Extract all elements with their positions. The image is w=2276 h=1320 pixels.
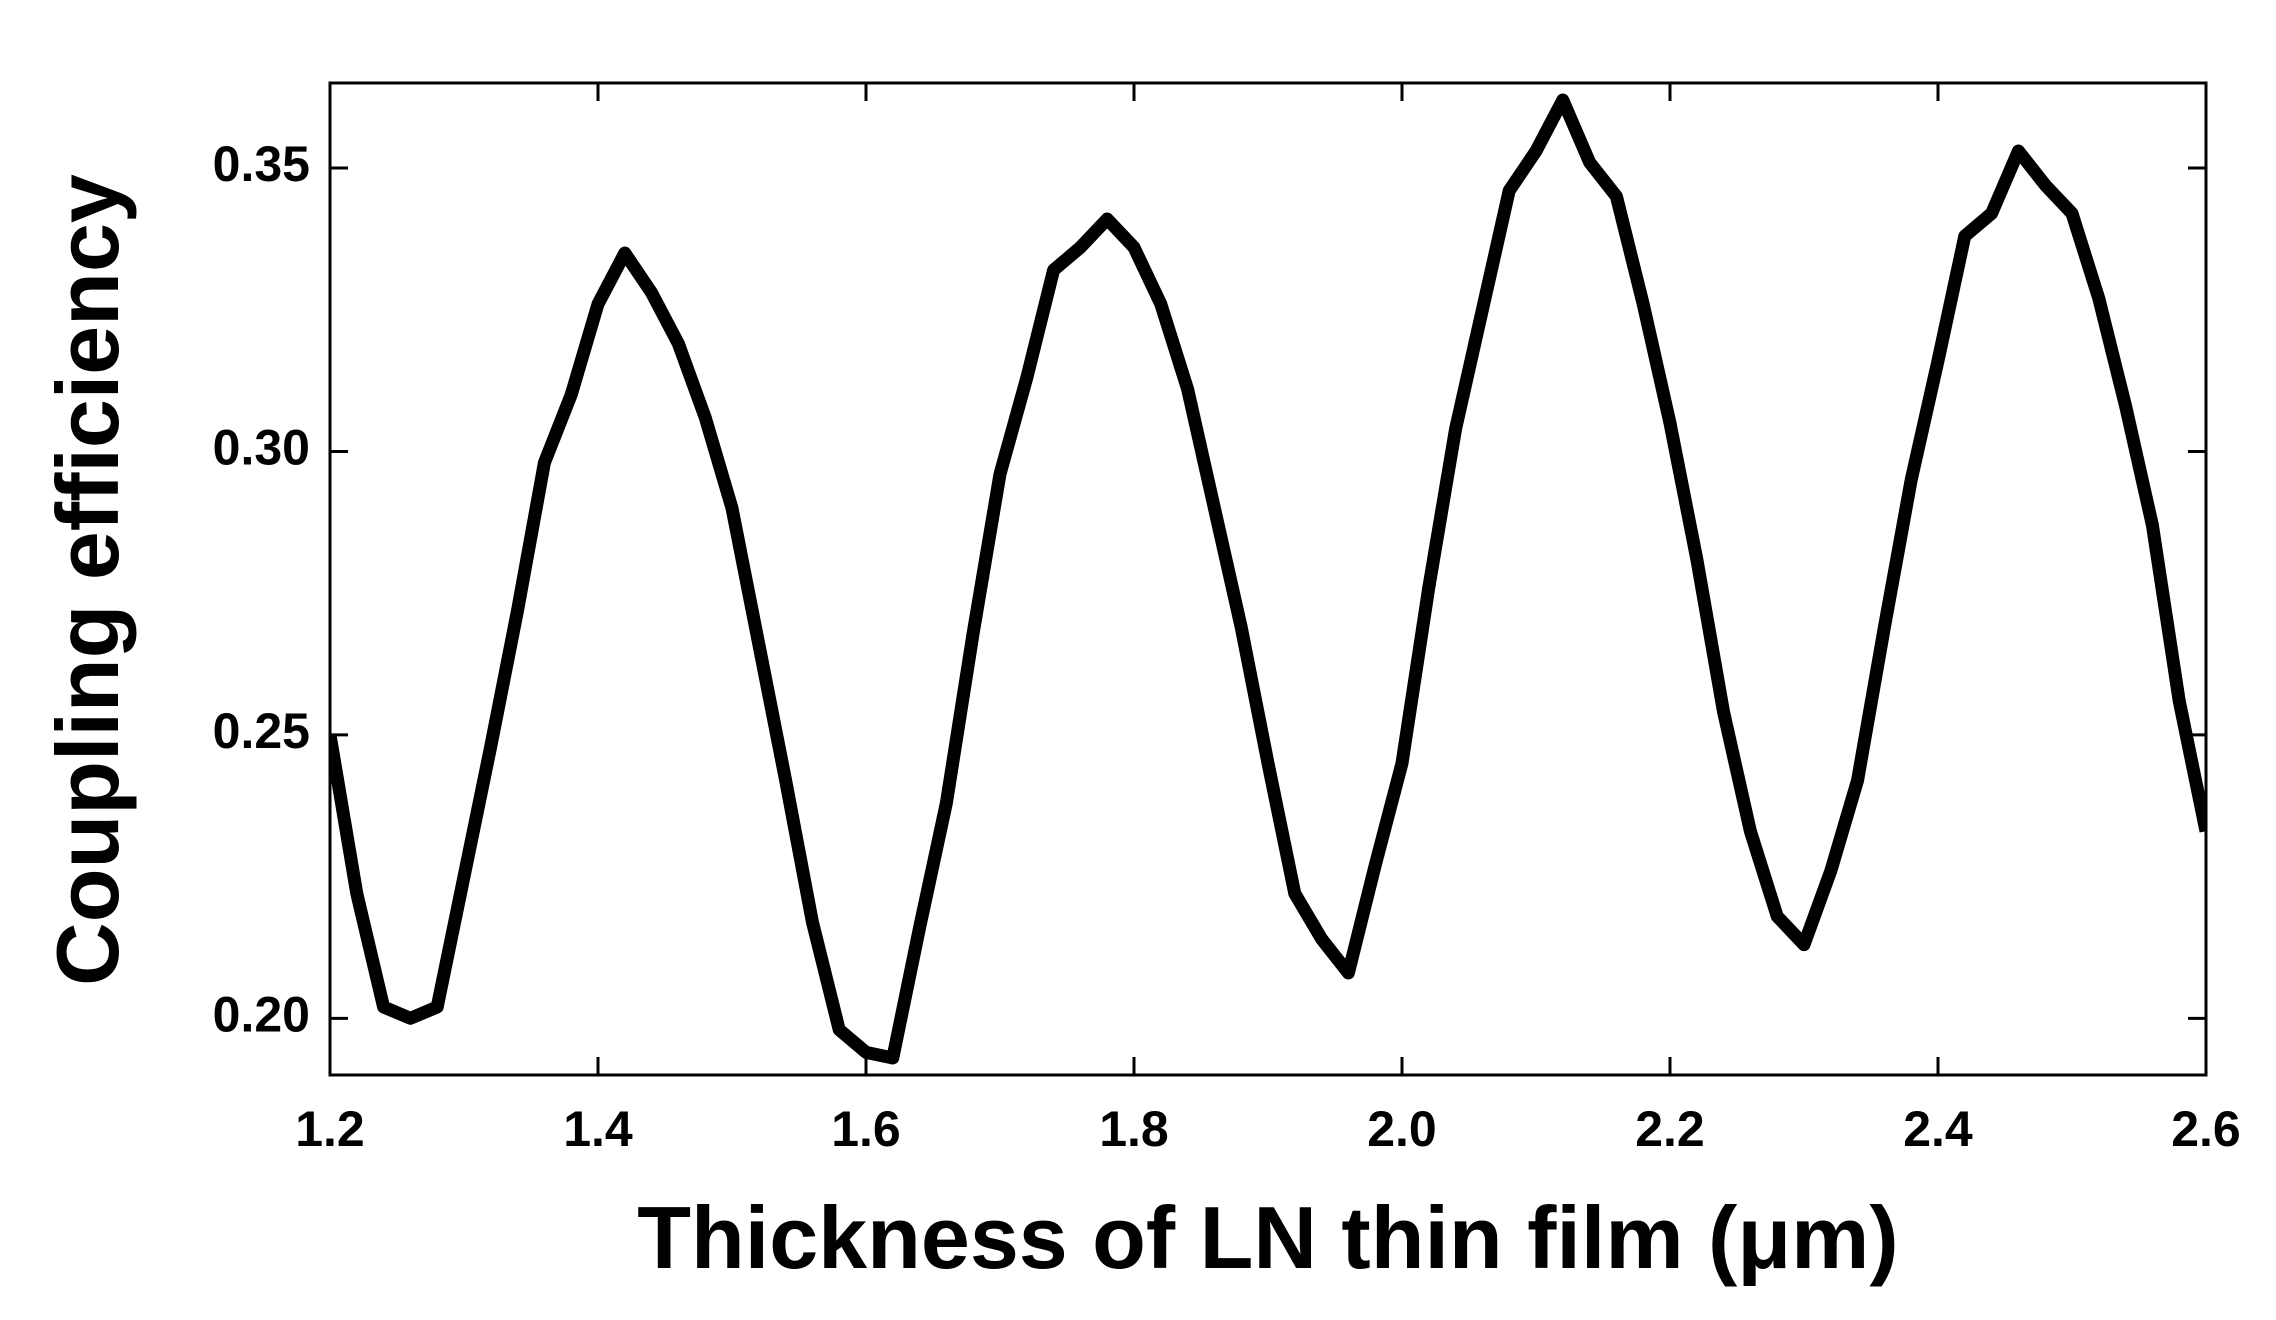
- data-line: [330, 93, 2206, 1065]
- y-tick-label: 0.30: [213, 420, 310, 476]
- y-axis-title: Coupling efficiency: [38, 174, 137, 986]
- x-tick-label: 1.4: [563, 1101, 633, 1157]
- y-tick-label: 0.35: [213, 136, 310, 192]
- x-tick-label: 2.0: [1367, 1101, 1437, 1157]
- x-tick-label: 2.2: [1635, 1101, 1705, 1157]
- x-axis-title: Thickness of LN thin film (μm): [637, 1188, 1898, 1287]
- y-tick-label: 0.20: [213, 987, 310, 1043]
- x-tick-label: 1.6: [831, 1101, 901, 1157]
- y-tick-label: 0.25: [213, 703, 310, 759]
- plot-frame: [328, 81, 2208, 1077]
- x-tick-label: 1.8: [1099, 1101, 1169, 1157]
- x-tick-label: 2.6: [2171, 1101, 2241, 1157]
- x-tick-label: 2.4: [1903, 1101, 1973, 1157]
- x-tick-label: 1.2: [295, 1101, 365, 1157]
